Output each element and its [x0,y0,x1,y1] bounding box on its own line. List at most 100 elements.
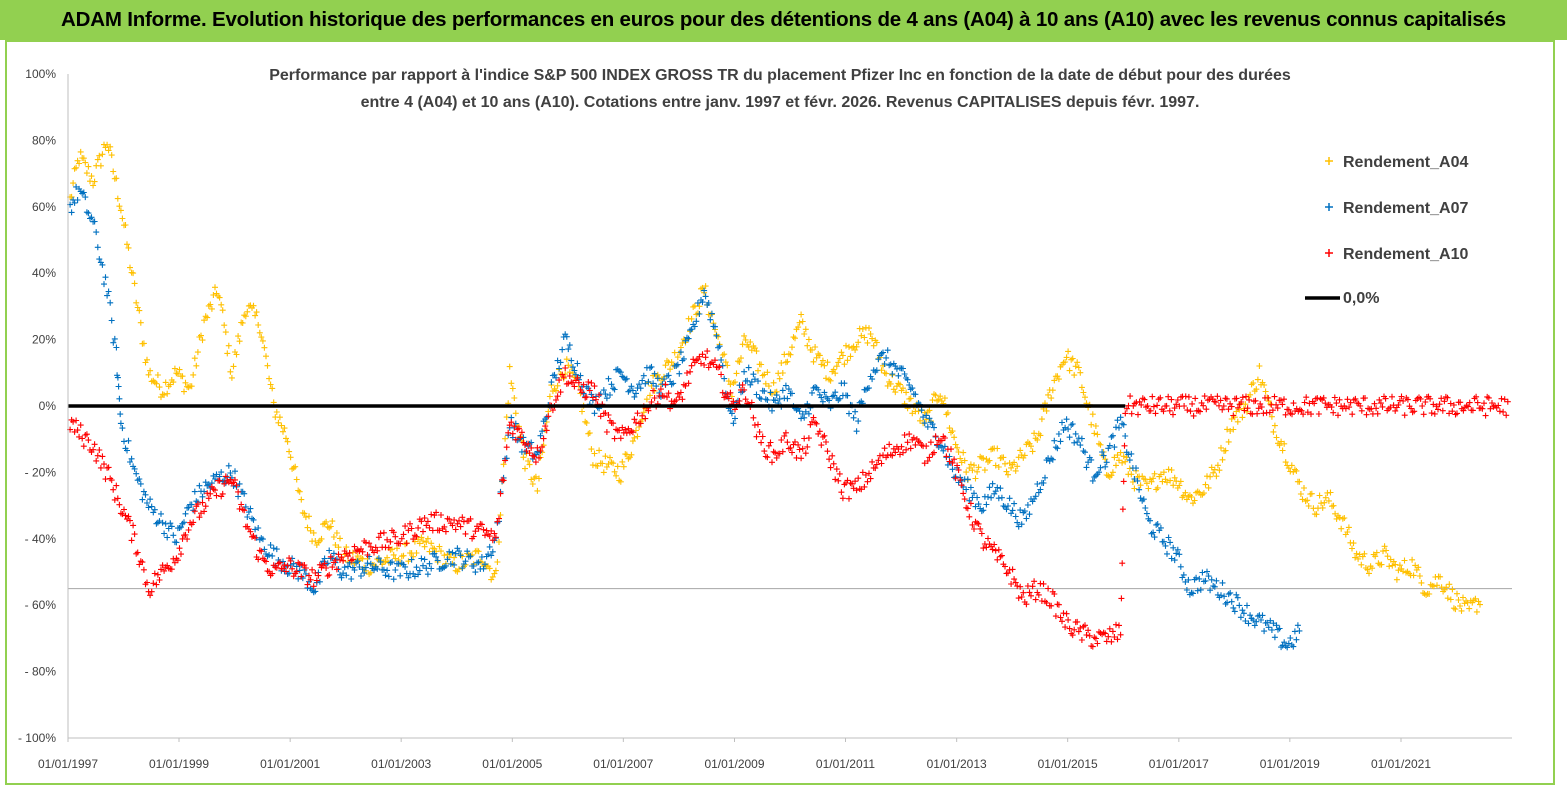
data-point [528,476,535,483]
data-point [502,435,509,442]
data-point [1055,601,1062,608]
data-point [1021,508,1028,515]
data-point [1082,622,1088,629]
data-point [420,528,426,535]
data-point [1487,405,1494,412]
data-point [1401,412,1408,419]
data-point [105,288,112,295]
data-point [804,342,811,349]
data-point [1489,400,1495,406]
legend-label: Rendement_A04 [1343,154,1468,171]
data-point [124,516,130,523]
data-point [1322,400,1329,407]
data-point [1214,393,1221,400]
data-point [716,363,723,370]
data-point [73,164,80,171]
data-point [983,544,990,551]
data-point [1177,478,1184,485]
data-point [1237,614,1244,621]
data-point [281,425,288,432]
data-point [1181,403,1188,409]
data-point [602,391,609,398]
data-point [382,572,389,579]
data-point [362,539,369,546]
data-point [150,509,157,516]
data-point [162,520,169,527]
x-tick-label: 01/01/2021 [1371,757,1431,771]
data-point [1392,407,1399,414]
data-point [1305,503,1312,509]
data-point [162,379,169,386]
data-point [1401,557,1408,564]
data-point [1265,395,1272,401]
data-point [1068,422,1075,428]
data-point [1239,414,1246,421]
data-point [779,370,786,376]
data-point [1211,466,1218,473]
data-point [1171,557,1178,564]
data-point [1136,398,1143,405]
data-point [131,280,138,287]
data-point [244,514,251,520]
data-point [1444,595,1451,602]
data-point [1002,460,1008,467]
data-point [263,558,269,565]
data-point [136,307,143,314]
data-point [158,566,164,573]
data-point [903,446,910,453]
x-tick-label: 01/01/2001 [260,757,320,771]
data-point [242,313,249,320]
data-point [327,523,334,530]
data-point [148,503,155,510]
data-point [168,566,175,573]
data-point [583,420,590,426]
data-point [1290,400,1297,407]
data-point [1460,594,1466,601]
data-point [1449,586,1456,593]
data-point [929,397,936,404]
data-point [977,525,984,532]
data-point [1377,400,1384,407]
data-point [661,393,667,400]
data-point [1460,407,1467,414]
data-point [1075,364,1082,371]
data-point [446,548,453,555]
data-point [1503,412,1510,419]
data-point [151,570,158,577]
data-point [144,500,150,506]
data-point [1239,607,1246,614]
data-point [436,543,443,550]
data-point [867,331,874,337]
data-point [1287,635,1294,641]
data-point [742,336,749,343]
data-point [593,396,599,403]
data-point [139,559,146,566]
data-point [423,522,430,529]
data-point [1297,491,1304,497]
data-point [509,385,516,392]
data-point [546,393,553,400]
data-point [1279,447,1286,454]
data-point [467,515,474,522]
data-point [420,538,426,544]
data-point [1296,478,1303,485]
data-point [1069,632,1076,639]
data-point [371,549,377,556]
data-point [1085,627,1092,634]
data-point [280,565,286,572]
data-point [1255,405,1262,412]
data-point [181,388,187,395]
data-point [650,387,657,394]
data-point [826,376,833,383]
data-point [921,420,928,427]
data-point [1051,437,1058,444]
data-point [329,564,336,571]
data-point [1415,564,1422,571]
data-point [1236,602,1243,609]
data-point [247,505,254,512]
data-point [705,300,712,306]
data-point [995,546,1002,553]
data-point [605,412,612,418]
data-point [961,457,968,464]
data-point [511,423,518,430]
